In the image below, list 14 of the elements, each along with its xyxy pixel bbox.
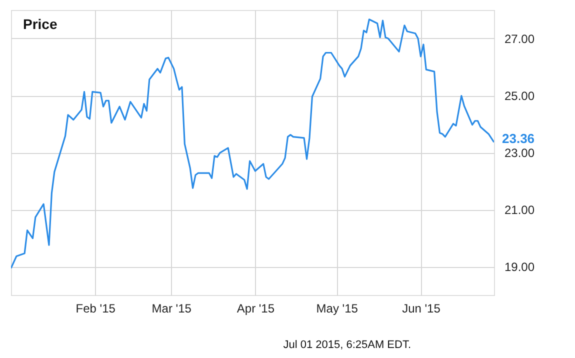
x-tick-label: Feb '15 <box>76 302 116 316</box>
x-tick-label: Jun '15 <box>402 302 441 316</box>
line-series <box>11 18 494 270</box>
chart-title: Price <box>23 16 58 32</box>
x-tick-label: May '15 <box>316 302 358 316</box>
y-tick-label: 25.00 <box>504 89 535 103</box>
y-tick-label: 27.00 <box>504 32 535 46</box>
text: Jul 01 2015, 6:25AM EDT. <box>283 339 411 351</box>
y-tick-label: 21.00 <box>504 203 535 217</box>
y-tick-label: 19.00 <box>504 260 535 274</box>
x-tick-label: Mar '15 <box>152 302 192 316</box>
annotation: 23.36 <box>502 131 535 146</box>
y-tick-label: 23.00 <box>504 146 535 160</box>
x-tick-label: Apr '15 <box>236 302 275 316</box>
